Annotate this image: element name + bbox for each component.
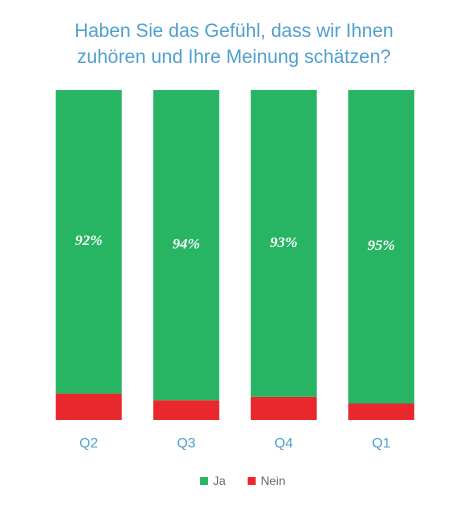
legend-label: Nein [261,474,286,488]
bar-segment [250,90,317,397]
legend-swatch [200,477,208,485]
x-tick-label: Q1 [372,435,391,451]
value-label: 95% [368,238,396,254]
value-label: 94% [173,237,201,253]
value-label: 93% [270,235,298,251]
chart-title: zuhören und Ihre Meinung schätzen? [77,47,391,68]
chart-title: Haben Sie das Gefühl, dass wir Ihnen [75,21,394,42]
bar-segment [55,90,122,394]
x-tick-label: Q3 [177,435,196,451]
bar-segment [348,403,415,420]
legend-label: Ja [213,474,226,488]
bar-segment [55,393,122,420]
value-label: 92% [75,233,103,249]
bar-segment [153,90,220,401]
bar-segment [348,90,415,404]
bar-segment [153,400,220,420]
x-tick-label: Q4 [274,435,293,451]
legend-swatch [247,477,256,485]
x-tick-label: Q2 [79,435,98,451]
bar-segment [250,396,317,420]
